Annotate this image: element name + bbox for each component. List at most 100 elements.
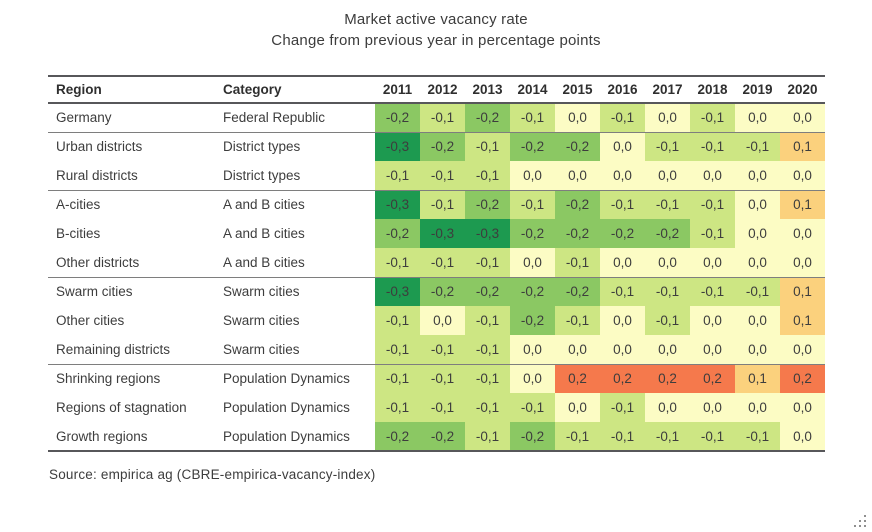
- region-cell: Other cities: [48, 306, 215, 335]
- value-cell: -0,1: [465, 335, 510, 364]
- value-cell: -0,1: [600, 189, 645, 219]
- table-row: Growth regions Population Dynamics -0,2 -0,…: [48, 422, 825, 451]
- value-cell: 0,0: [555, 335, 600, 364]
- value-cell: 0,0: [735, 161, 780, 190]
- table-row: Rural districts District types -0,1 -0,1 -0,…: [48, 161, 825, 190]
- region-cell: Other districts: [48, 248, 215, 277]
- value-cell: -0,2: [420, 131, 465, 161]
- table-row: Swarm cities Swarm cities -0,3 -0,2 -0,2 -0,2…: [48, 276, 825, 306]
- year-column-header: 2012: [420, 76, 465, 104]
- value-cell: -0,1: [690, 131, 735, 161]
- value-cell: 0,1: [780, 189, 825, 219]
- value-cell: 0,0: [780, 422, 825, 451]
- chart-header: Market active vacancy rate Change from p…: [0, 9, 872, 51]
- region-cell: Swarm cities: [48, 276, 215, 306]
- table-row: Germany Federal Republic -0,2 -0,1 -0,2 -0,1 0…: [48, 103, 825, 132]
- table-row: Urban districts District types -0,3 -0,2 -0,…: [48, 131, 825, 161]
- value-cell: -0,1: [375, 335, 420, 364]
- value-cell: -0,2: [510, 219, 555, 248]
- value-cell: 0,0: [690, 161, 735, 190]
- category-cell: District types: [215, 161, 375, 190]
- value-cell: -0,1: [465, 363, 510, 393]
- value-cell: -0,1: [420, 393, 465, 422]
- value-cell: -0,1: [555, 422, 600, 451]
- value-cell: -0,1: [600, 422, 645, 451]
- value-cell: -0,1: [375, 248, 420, 277]
- region-cell: Urban districts: [48, 131, 215, 161]
- value-cell: 0,0: [780, 219, 825, 248]
- value-cell: 0,0: [735, 103, 780, 132]
- category-cell: Swarm cities: [215, 306, 375, 335]
- value-cell: -0,1: [465, 161, 510, 190]
- value-cell: -0,1: [645, 131, 690, 161]
- value-cell: 0,0: [510, 161, 555, 190]
- value-cell: 0,0: [780, 248, 825, 277]
- value-cell: -0,3: [375, 131, 420, 161]
- value-cell: 0,0: [555, 161, 600, 190]
- table-row: Remaining districts Swarm cities -0,1 -0,1-…: [48, 335, 825, 364]
- table-body: Germany Federal Republic -0,2 -0,1 -0,2 -0,1 0…: [48, 103, 825, 451]
- value-cell: 0,0: [780, 393, 825, 422]
- table-row: Other cities Swarm cities -0,1 0,0 -0,1 -0,2-…: [48, 306, 825, 335]
- value-cell: 0,2: [690, 363, 735, 393]
- region-cell: Growth regions: [48, 422, 215, 451]
- value-cell: 0,0: [780, 161, 825, 190]
- table-row: A-cities A and B cities -0,3 -0,1 -0,2 -0,1 -0…: [48, 189, 825, 219]
- value-cell: 0,0: [645, 103, 690, 132]
- region-cell: Regions of stagnation: [48, 393, 215, 422]
- value-cell: 0,0: [780, 335, 825, 364]
- category-cell: Population Dynamics: [215, 363, 375, 393]
- value-cell: -0,1: [645, 189, 690, 219]
- value-cell: -0,2: [555, 131, 600, 161]
- value-cell: -0,2: [510, 131, 555, 161]
- value-cell: 0,0: [735, 335, 780, 364]
- value-cell: -0,1: [735, 422, 780, 451]
- value-cell: -0,1: [375, 306, 420, 335]
- value-cell: -0,2: [645, 219, 690, 248]
- value-cell: -0,1: [735, 276, 780, 306]
- value-cell: 0,0: [600, 161, 645, 190]
- value-cell: -0,1: [690, 219, 735, 248]
- value-cell: 0,1: [780, 131, 825, 161]
- table-row: B-cities A and B cities -0,2 -0,3 -0,3 -0,2 -0…: [48, 219, 825, 248]
- table-head: Region Category 2011 2012 2013 2014 2015 2016 20…: [48, 76, 825, 104]
- category-cell: Federal Republic: [215, 103, 375, 132]
- value-cell: 0,2: [600, 363, 645, 393]
- category-cell: Population Dynamics: [215, 393, 375, 422]
- region-cell: B-cities: [48, 219, 215, 248]
- category-cell: Population Dynamics: [215, 422, 375, 451]
- value-cell: 0,0: [735, 393, 780, 422]
- value-cell: 0,0: [510, 335, 555, 364]
- vacancy-heatmap-table: Region Category 2011 2012 2013 2014 2015 2016 20…: [48, 75, 825, 452]
- value-cell: 0,0: [555, 393, 600, 422]
- value-cell: -0,1: [465, 131, 510, 161]
- value-cell: -0,2: [375, 219, 420, 248]
- value-cell: 0,0: [600, 306, 645, 335]
- value-cell: 0,0: [690, 393, 735, 422]
- category-cell: District types: [215, 131, 375, 161]
- value-cell: -0,1: [420, 363, 465, 393]
- year-column-header: 2019: [735, 76, 780, 104]
- resize-grip-icon[interactable]: [852, 513, 868, 529]
- value-cell: -0,1: [375, 161, 420, 190]
- value-cell: 0,2: [555, 363, 600, 393]
- value-cell: -0,1: [555, 306, 600, 335]
- value-cell: -0,2: [600, 219, 645, 248]
- value-cell: -0,1: [465, 306, 510, 335]
- value-cell: -0,1: [420, 335, 465, 364]
- source-note: Source: empirica ag (CBRE-empirica-vacan…: [49, 467, 376, 482]
- value-cell: -0,2: [375, 103, 420, 132]
- value-cell: -0,2: [510, 276, 555, 306]
- table-row: Shrinking regions Population Dynamics -0,1…: [48, 363, 825, 393]
- value-cell: -0,1: [690, 422, 735, 451]
- value-cell: -0,1: [420, 103, 465, 132]
- value-cell: -0,1: [420, 161, 465, 190]
- value-cell: 0,2: [780, 363, 825, 393]
- year-column-header: 2015: [555, 76, 600, 104]
- year-column-header: 2017: [645, 76, 690, 104]
- value-cell: 0,0: [735, 189, 780, 219]
- value-cell: -0,2: [510, 306, 555, 335]
- region-cell: Remaining districts: [48, 335, 215, 364]
- value-cell: -0,3: [420, 219, 465, 248]
- table-row: Other districts A and B cities -0,1 -0,1 -0,…: [48, 248, 825, 277]
